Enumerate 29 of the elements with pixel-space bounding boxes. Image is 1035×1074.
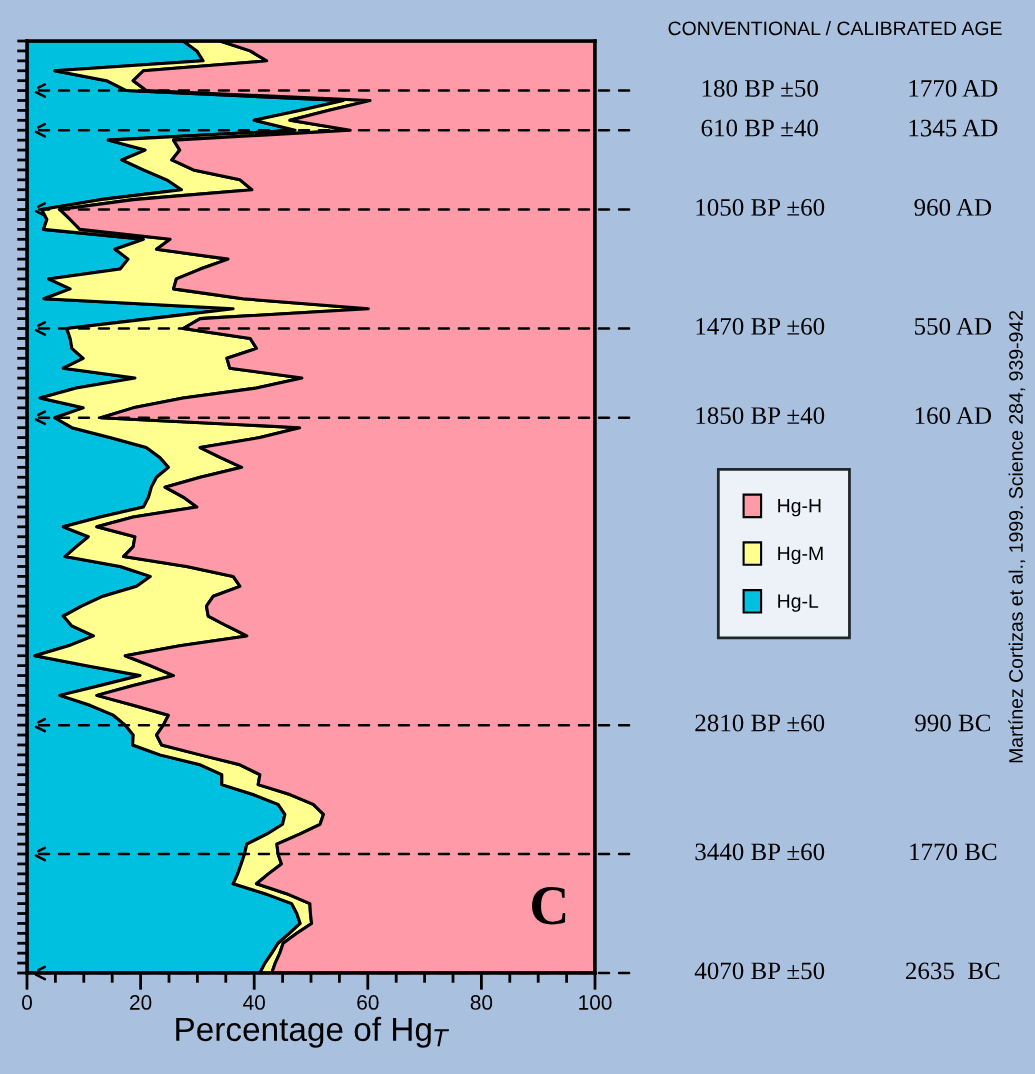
legend-label: Hg-H [778,498,821,517]
y-tick-label: 1050 BP ±60 [696,198,825,216]
legend-label: Hg-M [778,546,823,565]
legend-label: Hg-L [778,594,819,612]
text: 160 AD [915,407,992,425]
x-tick-label: 0 [22,995,32,1010]
annotation: C [532,887,566,925]
x-tick-label: 20 [130,995,152,1010]
text: CONVENTIONAL / CALIBRATED AGE [668,20,1002,36]
x-tick-label: 80 [470,995,493,1010]
x-tick-label: 100 [579,995,612,1010]
text: 2635 BC [906,962,1000,980]
y-tick-label: 1850 BP ±40 [696,407,825,425]
text: Martínez Cortizas et al., 1999. Science 284, 939-942 [1008,310,1026,763]
text: 1770 BC [910,843,997,861]
text: 960 AD [914,198,992,216]
text: 1770 AD [909,79,998,97]
x-tick-label: 40 [243,995,265,1010]
y-tick-label: 1470 BP ±60 [696,317,825,335]
x-tick-label: 60 [357,995,379,1010]
text: 550 AD [915,317,992,335]
x-axis-title: Percentage of Hg$_{T}$ [176,1016,450,1048]
text: 990 BC [915,714,991,732]
text: 1345 AD [909,119,998,137]
y-tick-label: 610 BP ±40 [701,119,818,137]
y-tick-label: 3440 BP ±60 [695,843,825,861]
y-tick-label: 2810 BP ±60 [695,714,825,732]
y-tick-label: 180 BP ±50 [702,79,818,97]
y-tick-label: 4070 BP ±50 [694,962,825,980]
